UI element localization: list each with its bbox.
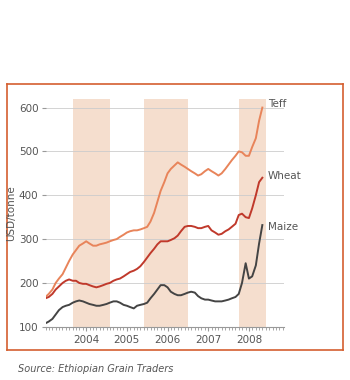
- Text: Ethiopia: Ethiopia: [18, 52, 72, 65]
- Bar: [239, 99, 266, 327]
- Bar: [73, 99, 110, 327]
- Text: Wheat: Wheat: [268, 171, 301, 180]
- Y-axis label: USD/tonne: USD/tonne: [6, 185, 16, 241]
- Text: Source: Ethiopian Grain Traders: Source: Ethiopian Grain Traders: [18, 364, 173, 374]
- Text: Figure 7.: Figure 7.: [18, 10, 85, 23]
- Bar: [144, 99, 188, 327]
- Text: Selected cereal prices in Addis Ababa,: Selected cereal prices in Addis Ababa,: [82, 10, 342, 23]
- Text: Teff: Teff: [268, 99, 286, 109]
- Text: Maize: Maize: [268, 222, 298, 232]
